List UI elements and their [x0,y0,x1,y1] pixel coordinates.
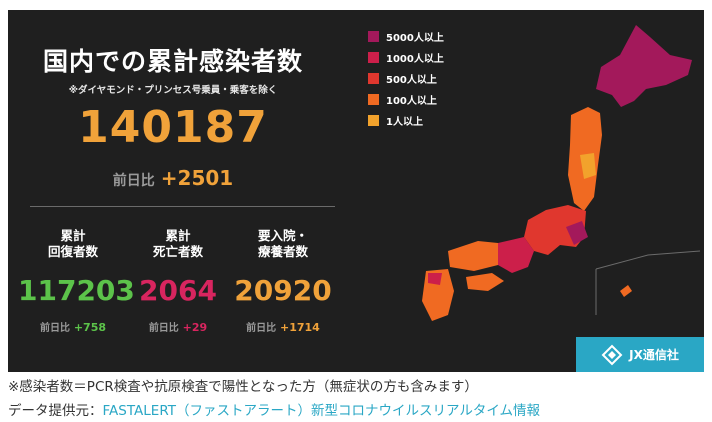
map-region-kansai [498,237,534,273]
page-title: 国内での累計感染者数 [42,47,303,76]
stat-change-label: 前日比 [39,323,70,334]
stat-heading-line: 累計 [165,228,191,243]
map-region-kanto [566,221,588,245]
legend-swatch [368,52,379,63]
stat-heading-line: 死亡者数 [152,244,203,259]
total-day-change: 前日比 +2501 [8,166,338,190]
jx-logo[interactable]: JX通信社 [576,337,704,372]
japan-map [422,25,701,321]
subtitle: ※ダイヤモンド・プリンセス号乗員・乗客を除く [68,85,278,96]
source-label: データ提供元： [8,403,103,419]
stat-heading-line: 要入院・ [257,228,308,243]
stat-change: 前日比 +1714 [228,319,338,334]
legend-item: 5000人以上 [368,26,444,47]
stat-value: 20920 [234,274,332,307]
legend-label: 5000人以上 [386,33,444,44]
total-cases: 140187 [78,102,268,153]
stat-deaths: 累計 死亡者数 2064 前日比 +29 [123,228,233,334]
legend-swatch [368,115,379,126]
stat-heading: 累計 回復者数 [18,228,128,262]
map-region-okinawa [620,285,632,297]
stat-change-value: +1714 [280,321,320,334]
legend-swatch [368,31,379,42]
map-region-tohoku-inner [580,153,596,179]
stat-heading: 要入院・ 療養者数 [228,228,338,262]
legend-swatch [368,73,379,84]
stat-change-value: +29 [182,321,208,334]
stat-heading-line: 回復者数 [47,244,98,259]
legend-item: 1000人以上 [368,47,444,68]
stat-hospitalized: 要入院・ 療養者数 20920 前日比 +1714 [228,228,338,334]
stat-value: 2064 [139,274,217,307]
stat-change-value: +758 [73,321,107,334]
source-link[interactable]: FASTALERT（ファストアラート）新型コロナウイルスリアルタイム情報 [102,403,541,419]
stat-heading-line: 累計 [60,228,86,243]
map-region-hokkaido [596,25,692,107]
map-region-shikoku [466,273,504,291]
legend-label: 100人以上 [386,96,437,107]
stat-heading-line: 療養者数 [257,244,308,259]
legend-swatch [368,94,379,105]
legend-item: 1人以上 [368,110,444,131]
legend-item: 100人以上 [368,89,444,110]
stat-change-label: 前日比 [246,323,277,334]
map-legend: 5000人以上 1000人以上 500人以上 100人以上 1人以上 [368,26,444,131]
jx-logo-icon [601,344,623,365]
stat-change-label: 前日比 [148,323,179,334]
map-inset-border [595,250,701,270]
stats-card: 国内での累計感染者数 ※ダイヤモンド・プリンセス号乗員・乗客を除く 140187… [8,10,704,372]
legend-item: 500人以上 [368,68,444,89]
legend-label: 1000人以上 [386,54,444,65]
stat-heading: 累計 死亡者数 [123,228,233,262]
map-region-fukuoka [428,273,442,285]
stat-value: 117203 [18,274,135,307]
stat-change: 前日比 +29 [123,319,233,334]
stat-recovered: 累計 回復者数 117203 前日比 +758 [18,228,135,334]
footnote: ※感染者数＝PCR検査や抗原検査で陽性となった方（無症状の方も含みます） [8,379,478,395]
logo-text: JX通信社 [629,348,679,362]
day-change-label: 前日比 [112,173,155,189]
divider [30,206,335,207]
map-region-chugoku [448,241,498,271]
legend-label: 1人以上 [386,117,423,128]
day-change-value: +2501 [160,166,234,190]
map-region-chubu [524,205,586,255]
stat-change: 前日比 +758 [18,319,128,334]
legend-label: 500人以上 [386,75,437,86]
source-line: データ提供元：FASTALERT（ファストアラート）新型コロナウイルスリアルタイ… [8,399,540,419]
